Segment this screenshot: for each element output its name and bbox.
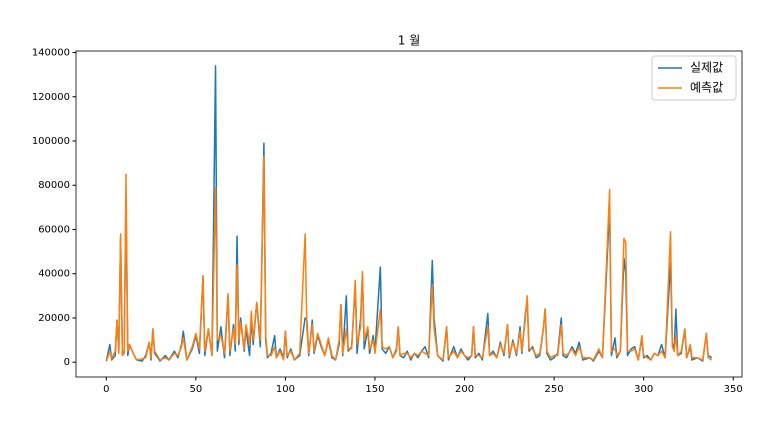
y-tick-label: 0 [64, 357, 70, 368]
x-tick-label: 0 [103, 384, 109, 395]
y-tick-label: 100000 [32, 136, 70, 147]
x-tick-label: 350 [724, 384, 743, 395]
x-tick-label: 250 [545, 384, 564, 395]
x-tick-label: 300 [634, 384, 653, 395]
y-tick-label: 20000 [38, 313, 70, 324]
y-tick-label: 60000 [38, 224, 70, 235]
legend-label: 예측값 [690, 81, 723, 95]
x-tick-label: 200 [455, 384, 474, 395]
x-tick-label: 100 [276, 384, 295, 395]
x-tick-label: 50 [189, 384, 202, 395]
y-tick-label: 120000 [32, 92, 70, 103]
x-tick-label: 150 [365, 384, 384, 395]
legend-label: 실제값 [690, 61, 723, 75]
legend-box [651, 55, 737, 101]
chart-title: 1 월 [398, 34, 421, 48]
y-tick-label: 40000 [38, 269, 70, 280]
y-tick-label: 140000 [32, 48, 70, 59]
plot-frame [75, 50, 743, 378]
y-tick-label: 80000 [38, 180, 70, 191]
series-line [105, 155, 713, 362]
